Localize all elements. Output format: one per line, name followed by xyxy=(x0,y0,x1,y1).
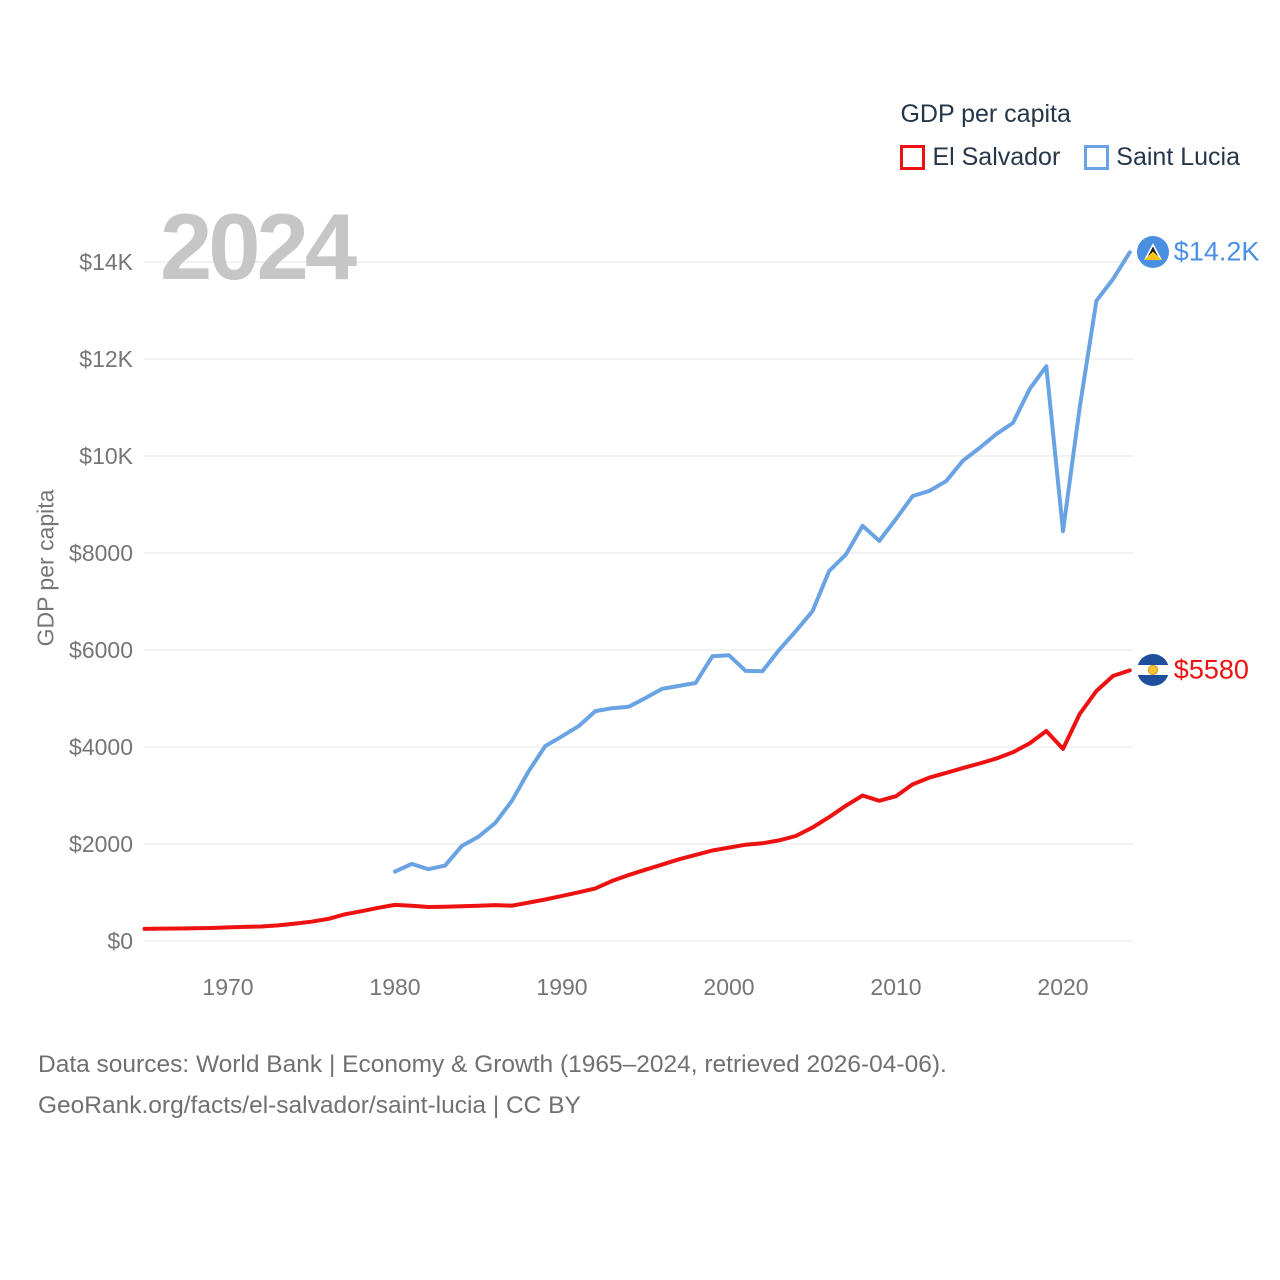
y-tick-label: $10K xyxy=(79,443,133,469)
legend-item-el-salvador: El Salvador xyxy=(900,143,1060,172)
y-tick-label: $8000 xyxy=(69,540,133,566)
x-tick-label: 2020 xyxy=(1037,974,1089,1000)
y-tick-label: $6000 xyxy=(69,637,133,663)
legend-swatch-el-salvador xyxy=(900,145,926,170)
x-tick-label: 1990 xyxy=(536,974,588,1000)
y-tick-label: $0 xyxy=(107,928,133,954)
legend-label-saint-lucia: Saint Lucia xyxy=(1116,143,1240,171)
end-label-el-salvador: $5580 xyxy=(1173,654,1249,685)
y-tick-label: $14K xyxy=(79,249,133,275)
x-tick-label: 2000 xyxy=(703,974,755,1000)
y-tick-label: $4000 xyxy=(69,734,133,760)
data-sources-line: Data sources: World Bank | Economy & Gro… xyxy=(38,1051,947,1078)
series-line-saint-lucia xyxy=(393,250,1132,874)
el-salvador-flag-icon xyxy=(1136,654,1169,687)
watermark-year: 2024 xyxy=(160,194,357,299)
saint-lucia-flag-icon xyxy=(1136,236,1169,269)
series-line-el-salvador xyxy=(142,668,1132,931)
attribution-footer: Data sources: World Bank | Economy & Gro… xyxy=(38,1044,947,1126)
y-tick-label: $2000 xyxy=(69,831,133,857)
source-url-line: GeoRank.org/facts/el-salvador/saint-luci… xyxy=(38,1092,581,1119)
legend-items: El Salvador Saint Lucia xyxy=(900,143,1240,172)
x-tick-label: 1970 xyxy=(202,974,254,1000)
legend-item-saint-lucia: Saint Lucia xyxy=(1084,143,1240,172)
legend-swatch-saint-lucia xyxy=(1084,145,1110,170)
legend-title: GDP per capita xyxy=(900,100,1071,128)
y-tick-label: $12K xyxy=(79,346,133,372)
x-tick-label: 1980 xyxy=(369,974,421,1000)
end-label-saint-lucia: $14.2K xyxy=(1173,236,1260,267)
chart-legend: GDP per capita El Salvador Saint Lucia xyxy=(900,100,1240,172)
x-tick-label: 2010 xyxy=(870,974,922,1000)
legend-label-el-salvador: El Salvador xyxy=(932,143,1061,171)
y-axis-title: GDP per capita xyxy=(32,489,59,647)
